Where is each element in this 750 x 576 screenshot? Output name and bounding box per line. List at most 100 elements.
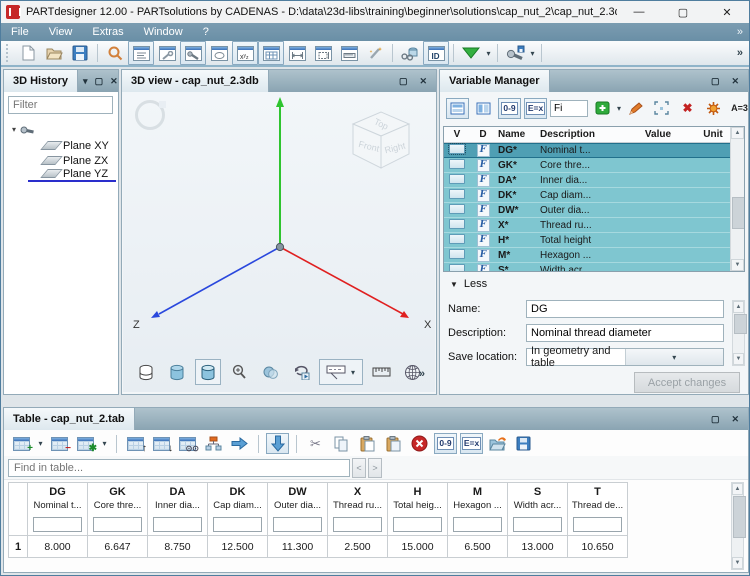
menu-extras[interactable]: Extras [92, 26, 124, 38]
scrollbar-thumb[interactable] [733, 496, 746, 538]
column-name[interactable]: X [353, 486, 362, 498]
column-name[interactable]: DK [229, 486, 246, 498]
variable-row[interactable]: F S* Width acr... [444, 263, 744, 271]
menu-view[interactable]: View [48, 26, 73, 38]
visibility-toggle-icon[interactable] [449, 248, 465, 259]
cut-button[interactable]: ✂ [304, 433, 327, 454]
annotation-tool-button[interactable]: ▾ [319, 359, 363, 385]
history-window-button[interactable] [128, 41, 154, 65]
menu-overflow-icon[interactable]: » [736, 26, 743, 38]
scroll-up-icon[interactable]: ▲ [732, 483, 743, 495]
table-panel-title[interactable]: Table - cap_nut_2.tab [4, 408, 135, 430]
panel-maximize-icon[interactable]: ▢ [710, 75, 720, 86]
viewport-overflow-icon[interactable]: » [418, 368, 425, 380]
scrollbar-thumb[interactable] [732, 197, 744, 229]
cell-value[interactable]: 10.650 [568, 535, 627, 557]
quick-generate-caret-icon[interactable]: ▾ [486, 48, 491, 58]
search-button[interactable] [102, 41, 128, 65]
shaded-edges-view-button[interactable] [195, 359, 221, 385]
measure-window-button[interactable] [310, 41, 336, 65]
panel-maximize-icon[interactable]: ▢ [94, 75, 104, 86]
panel-menu-icon[interactable]: ▾ [83, 75, 88, 86]
column-filter-input[interactable] [333, 516, 382, 532]
cell-value[interactable]: 8.000 [28, 535, 87, 557]
variable-row[interactable]: F DA* Inner dia... [444, 173, 744, 188]
visibility-toggle-icon[interactable] [449, 218, 465, 229]
tree-item-plane-xy[interactable]: Plane XY [40, 138, 109, 153]
column-filter-input[interactable] [273, 516, 322, 532]
tools-window-button[interactable] [154, 41, 180, 65]
visibility-toggle-icon[interactable] [449, 158, 465, 169]
select-variables-button[interactable] [650, 98, 673, 119]
paste-button[interactable] [356, 433, 379, 454]
dimension-window-button[interactable] [284, 41, 310, 65]
cell-value[interactable]: 2.500 [328, 535, 387, 557]
visibility-toggle-icon[interactable] [449, 203, 465, 214]
toolbar-overflow-icon[interactable]: » [736, 47, 743, 59]
wireframe-view-button[interactable] [133, 359, 159, 385]
cell-value[interactable]: 6.500 [448, 535, 507, 557]
new-document-button[interactable] [15, 41, 41, 65]
cell-value[interactable]: 8.750 [148, 535, 207, 557]
cell-value[interactable]: 15.000 [388, 535, 447, 557]
scrollbar-thumb[interactable] [734, 314, 747, 334]
variable-row[interactable]: F DK* Cap diam... [444, 188, 744, 203]
delete-cells-button[interactable] [408, 433, 431, 454]
visibility-toggle-icon[interactable] [449, 263, 465, 271]
col-header-d[interactable]: D [479, 129, 487, 140]
cell-value[interactable]: 13.000 [508, 535, 567, 557]
vm-panel-title[interactable]: Variable Manager [440, 70, 550, 92]
column-name[interactable]: H [413, 486, 422, 498]
variable-row[interactable]: F M* Hexagon ... [444, 248, 744, 263]
column-name[interactable]: S [533, 486, 542, 498]
delete-row-button[interactable]: − [48, 433, 71, 454]
variable-row[interactable]: F GK* Core thre... [444, 158, 744, 173]
column-name[interactable]: DG [49, 486, 66, 498]
ruler-window-button[interactable] [336, 41, 362, 65]
magic-wand-button[interactable] [362, 41, 388, 65]
numeric-display-button[interactable]: 0-9 [498, 97, 521, 119]
mesh-display-button[interactable] [399, 359, 425, 385]
panel-close-icon[interactable]: ✕ [110, 75, 118, 86]
panel-close-icon[interactable]: ✕ [731, 413, 739, 424]
column-name[interactable]: T [594, 486, 601, 498]
panel-close-icon[interactable]: ✕ [419, 75, 427, 86]
cell-value[interactable]: 12.500 [208, 535, 267, 557]
visibility-toggle-icon[interactable] [449, 188, 465, 199]
view-panel-title[interactable]: 3D view - cap_nut_2.3db [122, 70, 269, 92]
history-panel-title[interactable]: 3D History [4, 70, 79, 92]
layout-columns-button[interactable] [472, 98, 495, 119]
col-header-description[interactable]: Description [540, 129, 596, 140]
less-expander[interactable]: ▼ Less [450, 278, 487, 290]
find-previous-button[interactable]: < [352, 457, 366, 478]
add-row-button[interactable]: + [10, 433, 33, 454]
variables-window-button[interactable]: xyz [232, 41, 258, 65]
col-header-v[interactable]: V [453, 129, 461, 140]
fields-scrollbar[interactable]: ▲ ▼ [732, 300, 747, 366]
variable-row[interactable]: F X* Thread ru... [444, 218, 744, 233]
visibility-toggle-icon[interactable] [449, 173, 465, 184]
table-scrollbar[interactable]: ▲ ▼ [731, 482, 746, 570]
layout-rows-button[interactable] [446, 97, 469, 119]
save-location-select[interactable]: In geometry and table ▾ [526, 345, 724, 369]
history-root-node[interactable]: ▾ [12, 122, 35, 137]
annotation-caret-icon[interactable]: ▾ [350, 367, 355, 377]
id-window-button[interactable]: ID [423, 41, 449, 65]
quick-generate-button[interactable] [458, 41, 484, 65]
cell-value[interactable]: 11.300 [268, 535, 327, 557]
maximize-button[interactable]: ▢ [677, 6, 689, 19]
orientation-compass-icon[interactable] [135, 100, 166, 130]
variable-row[interactable]: F DG* Nominal t... [444, 143, 744, 158]
table-window-button[interactable] [258, 41, 284, 65]
panel-maximize-icon[interactable]: ▢ [710, 413, 720, 424]
find-next-button[interactable]: > [368, 457, 382, 478]
visibility-toggle-icon[interactable] [449, 233, 465, 244]
tree-item-plane-yz[interactable]: Plane YZ [40, 166, 108, 181]
accept-changes-button[interactable]: Accept changes [634, 372, 740, 393]
visibility-toggle-icon[interactable] [448, 143, 466, 155]
cell-value[interactable]: 6.647 [88, 535, 147, 557]
col-header-value[interactable]: Value [644, 129, 672, 140]
variable-table-scrollbar[interactable]: ▲ ▼ [730, 127, 744, 271]
formula-display-button[interactable]: E=x [524, 97, 547, 119]
recalculate-button[interactable] [702, 98, 725, 119]
